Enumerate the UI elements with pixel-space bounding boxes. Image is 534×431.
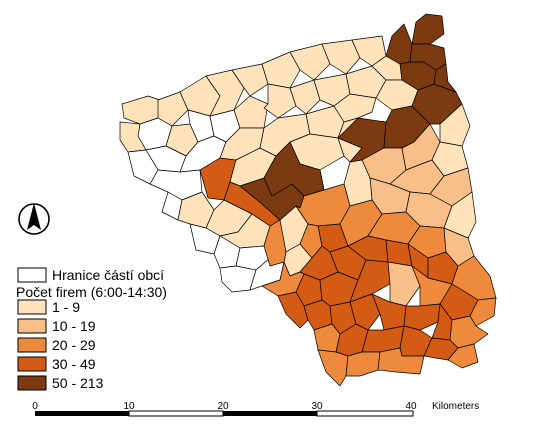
municipality-area [345,351,381,377]
legend-classes: 1 - 9 10 - 19 20 - 29 30 - 49 50 - 213 [17,299,104,391]
municipality-area [317,349,349,387]
scale-tick-label: 10 [123,401,135,412]
municipality-area [469,297,497,327]
municipality-area [443,191,477,239]
municipality-area [349,293,381,331]
scale-unit-label: Kilometers [432,401,479,412]
legend-swatch [17,375,47,391]
municipality-area [409,43,447,71]
scale-ticks: 0 10 20 30 40 [32,401,417,412]
municipality-area [411,13,445,45]
municipality-area [439,103,471,147]
municipality-area [431,141,469,177]
municipality-area [261,51,301,89]
scale-tick-label: 20 [217,401,229,412]
scale-tick-label: 40 [405,401,417,412]
legend-swatch [17,318,47,334]
municipality-area [385,23,413,65]
legend-boundary-label: Hranice částí obcí [52,267,164,283]
municipality-area [377,347,425,375]
municipality-area [447,343,479,369]
legend-class-label: 30 - 49 [52,356,96,372]
legend-class-label: 20 - 29 [52,337,96,353]
municipality-area [231,63,269,97]
legend-swatch [17,356,47,372]
legend-title: Počet firem (6:00-14:30) [16,284,167,300]
legend-swatch [17,337,47,353]
scale-tick-label: 0 [32,401,38,412]
municipality-area [233,95,269,129]
municipality-area [289,43,331,81]
legend-swatch [17,299,47,315]
legend-class-label: 1 - 9 [52,299,80,315]
legend: Hranice částí obcí Počet firem (6:00-14:… [16,267,167,391]
legend-class-label: 10 - 19 [52,318,96,334]
scale-bar: 0 10 20 30 40 Kilometers [32,401,479,417]
municipality-map [119,13,497,387]
legend-class-label: 50 - 213 [52,375,104,391]
municipality-area [433,63,457,93]
municipality-area [403,303,441,331]
north-arrow-icon [18,203,50,235]
municipality-area [361,325,405,353]
legend-swatch-boundary [17,267,47,283]
scale-tick-label: 30 [311,401,323,412]
municipality-area [157,91,189,127]
municipality-area [321,39,361,75]
municipality-area [289,79,321,115]
